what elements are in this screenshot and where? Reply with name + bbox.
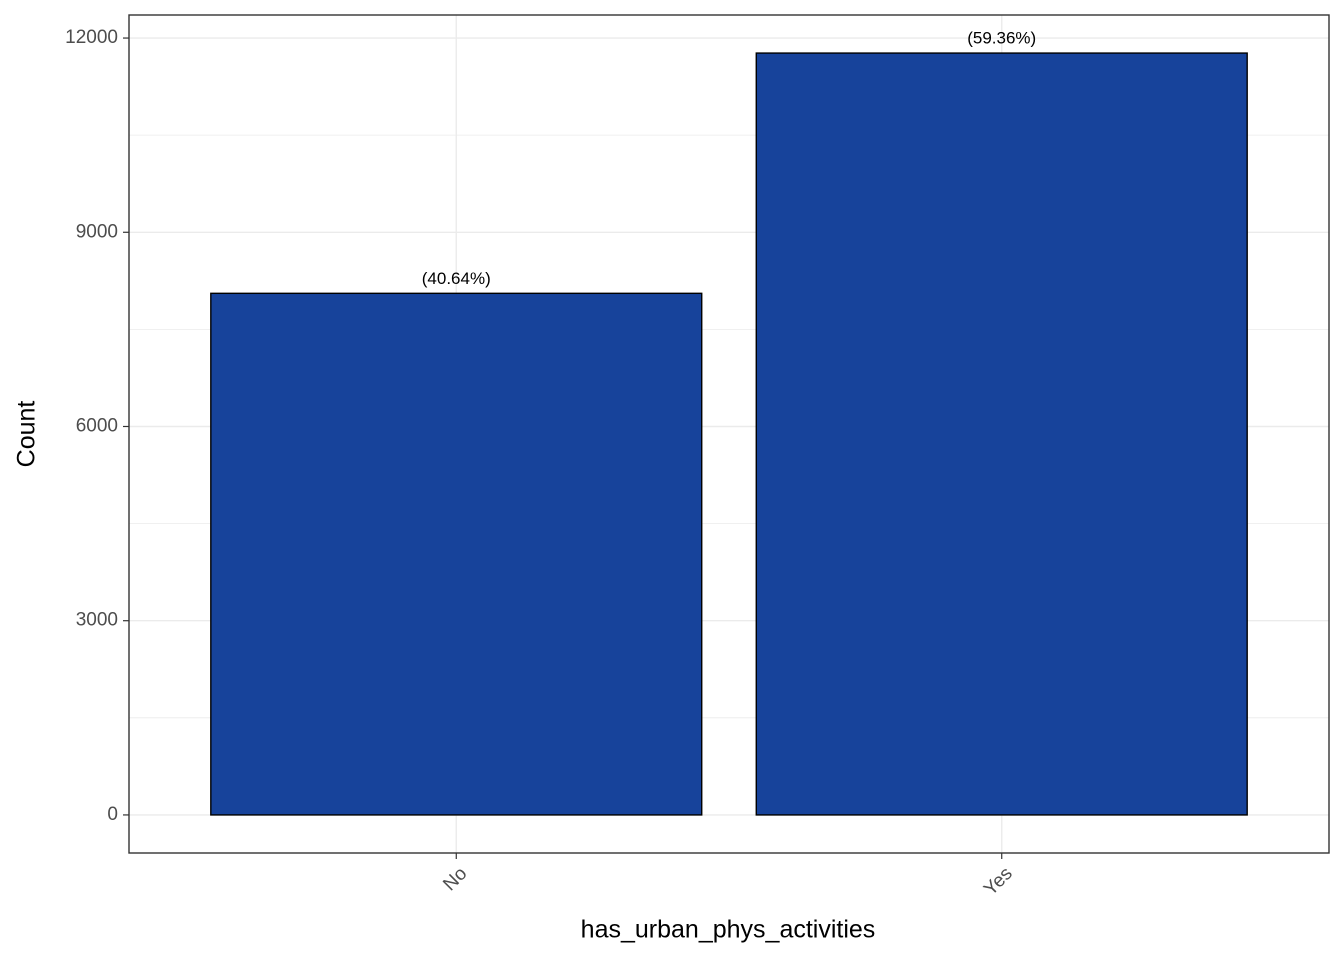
x-tick-label: Yes bbox=[980, 863, 1017, 900]
bar bbox=[210, 292, 703, 816]
panel-border bbox=[128, 14, 1330, 854]
bar-label: (40.64%) bbox=[422, 269, 491, 288]
y-tick-label: 0 bbox=[107, 804, 118, 825]
x-tick-label: No bbox=[439, 863, 471, 895]
y-tick-label: 6000 bbox=[76, 416, 118, 437]
y-tick-label: 9000 bbox=[76, 221, 118, 242]
y-tick-label: 3000 bbox=[76, 610, 118, 631]
y-tick-label: 12000 bbox=[65, 27, 118, 48]
bar-label: (59.36%) bbox=[967, 29, 1036, 48]
x-axis-title: has_urban_phys_activities bbox=[581, 916, 876, 944]
bar bbox=[755, 52, 1248, 816]
y-axis-title: Count bbox=[13, 401, 41, 468]
